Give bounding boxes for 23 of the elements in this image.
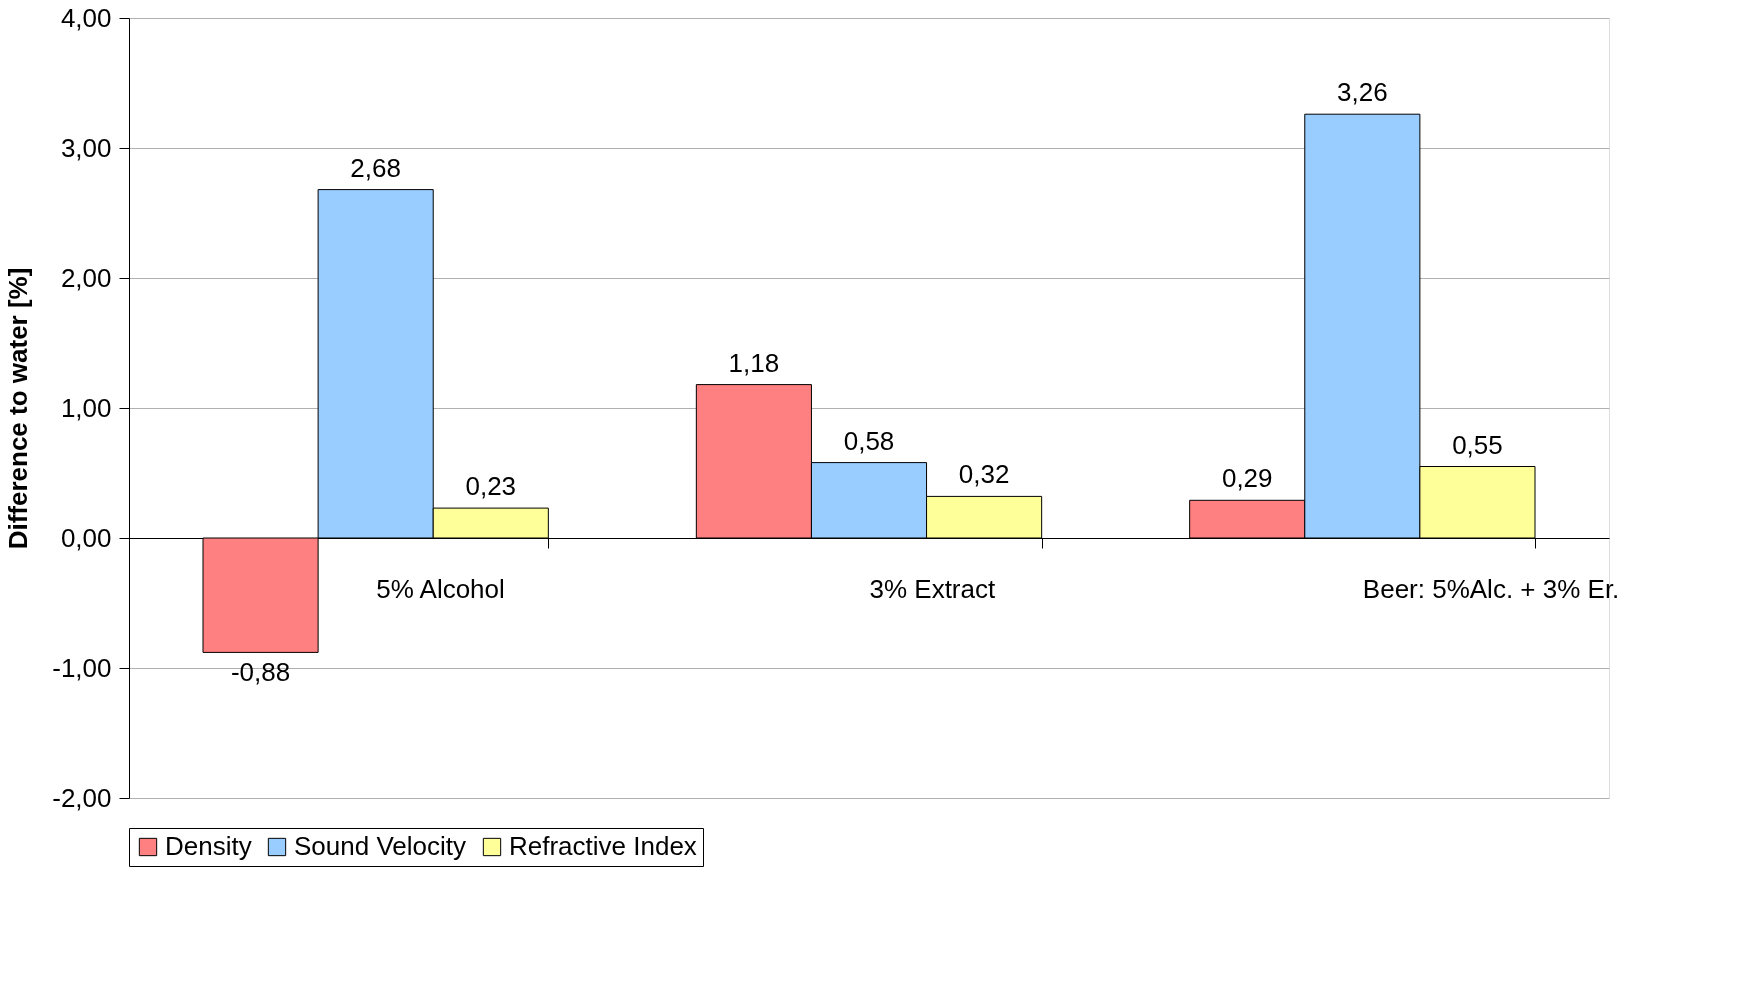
legend-label: Sound Velocity	[294, 831, 467, 861]
x-tick-label: 3% Extract	[869, 573, 996, 604]
y-axis-title: Difference to water [%]	[3, 267, 34, 550]
data-label: 0,58	[843, 425, 895, 456]
y-tick-label: 2,00	[60, 262, 112, 293]
y-tick-label: 3,00	[60, 132, 112, 163]
data-label: 0,55	[1452, 429, 1503, 460]
legend-label: Density	[165, 831, 252, 861]
data-label: -0,88	[230, 657, 291, 688]
data-label: 0,32	[958, 459, 1010, 490]
y-tick-label: 0,00	[60, 522, 112, 553]
y-tick-label: 1,00	[60, 392, 112, 423]
y-tick-label: -2,00	[52, 782, 112, 813]
x-tick-label: Beer: 5%Alc. + 3% Er.	[1362, 573, 1620, 604]
data-label: 0,23	[465, 471, 517, 502]
legend-label: Refractive Index	[509, 831, 697, 861]
data-label: 1,18	[728, 347, 780, 378]
data-label: 2,68	[350, 152, 401, 183]
data-label: 0,29	[1221, 463, 1273, 494]
y-tick-label: 4,00	[60, 2, 112, 33]
x-tick-label: 5% Alcohol	[376, 573, 505, 604]
data-label: 3,26	[1337, 77, 1388, 108]
y-tick-label: -1,00	[52, 652, 112, 683]
